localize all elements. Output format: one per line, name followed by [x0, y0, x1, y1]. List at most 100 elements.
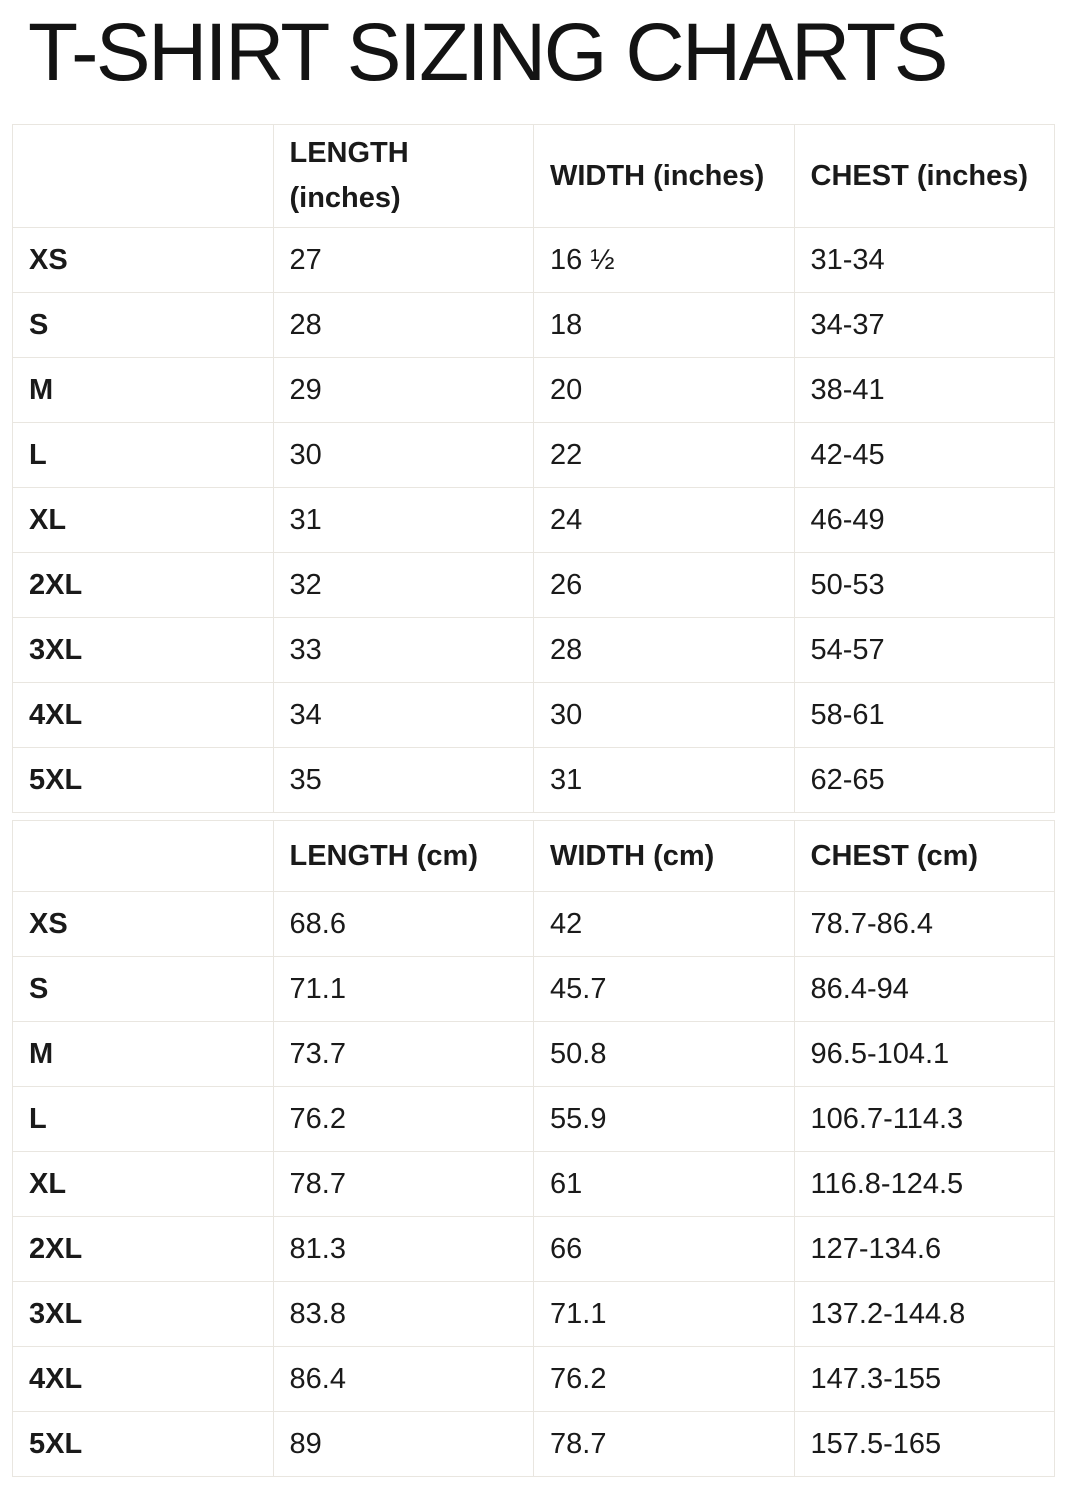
table-row: S 71.1 45.7 86.4-94	[12, 956, 1055, 1022]
size-label: 2XL	[12, 1216, 274, 1282]
length-value: 31	[272, 487, 534, 553]
length-value: 81.3	[272, 1216, 534, 1282]
table-row: XS 68.6 42 78.7-86.4	[12, 891, 1055, 957]
chest-value: 58-61	[793, 682, 1055, 748]
chest-value: 137.2-144.8	[793, 1281, 1055, 1347]
length-value: 33	[272, 617, 534, 683]
size-label: L	[12, 1086, 274, 1152]
chest-value: 78.7-86.4	[793, 891, 1055, 957]
size-label: M	[12, 1021, 274, 1087]
table-row: 5XL 89 78.7 157.5-165	[12, 1411, 1055, 1477]
size-label: S	[12, 956, 274, 1022]
column-header-length-cm: LENGTH (cm)	[272, 820, 534, 892]
chest-value: 96.5-104.1	[793, 1021, 1055, 1087]
chest-value: 31-34	[793, 227, 1055, 293]
width-value: 50.8	[533, 1021, 795, 1087]
size-label: L	[12, 422, 274, 488]
chest-value: 50-53	[793, 552, 1055, 618]
width-value: 22	[533, 422, 795, 488]
column-header-width-inches: WIDTH (inches)	[533, 124, 795, 228]
width-value: 24	[533, 487, 795, 553]
width-value: 45.7	[533, 956, 795, 1022]
table-row: 2XL 32 26 50-53	[12, 552, 1055, 618]
corner-cell	[12, 124, 274, 228]
chest-value: 147.3-155	[793, 1346, 1055, 1412]
width-value: 28	[533, 617, 795, 683]
width-value: 30	[533, 682, 795, 748]
width-value: 26	[533, 552, 795, 618]
table-row: XS 27 16 ½ 31-34	[12, 227, 1055, 293]
size-label: 3XL	[12, 617, 274, 683]
size-label: 5XL	[12, 747, 274, 813]
page-title: T-SHIRT SIZING CHARTS	[28, 7, 948, 98]
length-value: 32	[272, 552, 534, 618]
size-label: 5XL	[12, 1411, 274, 1477]
width-value: 78.7	[533, 1411, 795, 1477]
table-row: L 76.2 55.9 106.7-114.3	[12, 1086, 1055, 1152]
table-row: 2XL 81.3 66 127-134.6	[12, 1216, 1055, 1282]
size-label: 3XL	[12, 1281, 274, 1347]
size-label: 4XL	[12, 682, 274, 748]
table-row: XL 78.7 61 116.8-124.5	[12, 1151, 1055, 1217]
width-value: 71.1	[533, 1281, 795, 1347]
length-value: 73.7	[272, 1021, 534, 1087]
width-value: 42	[533, 891, 795, 957]
table-row: M 73.7 50.8 96.5-104.1	[12, 1021, 1055, 1087]
header-row: LENGTH (cm) WIDTH (cm) CHEST (cm)	[12, 820, 1055, 892]
table-row: 5XL 35 31 62-65	[12, 747, 1055, 813]
length-value: 68.6	[272, 891, 534, 957]
sizing-table-inches: LENGTH (inches) WIDTH (inches) CHEST (in…	[12, 124, 1055, 813]
chest-value: 86.4-94	[793, 956, 1055, 1022]
length-value: 78.7	[272, 1151, 534, 1217]
header-row: LENGTH (inches) WIDTH (inches) CHEST (in…	[12, 124, 1055, 228]
table-row: M 29 20 38-41	[12, 357, 1055, 423]
table-row: XL 31 24 46-49	[12, 487, 1055, 553]
length-value: 89	[272, 1411, 534, 1477]
chest-value: 54-57	[793, 617, 1055, 683]
width-value: 16 ½	[533, 227, 795, 293]
length-value: 28	[272, 292, 534, 358]
length-value: 71.1	[272, 956, 534, 1022]
size-label: 2XL	[12, 552, 274, 618]
chest-value: 38-41	[793, 357, 1055, 423]
chest-value: 127-134.6	[793, 1216, 1055, 1282]
column-header-length-inches: LENGTH (inches)	[272, 124, 534, 228]
chest-value: 34-37	[793, 292, 1055, 358]
width-value: 31	[533, 747, 795, 813]
length-value: 34	[272, 682, 534, 748]
column-header-chest-inches: CHEST (inches)	[793, 124, 1055, 228]
table-row: 3XL 83.8 71.1 137.2-144.8	[12, 1281, 1055, 1347]
width-value: 20	[533, 357, 795, 423]
length-value: 27	[272, 227, 534, 293]
table-row: L 30 22 42-45	[12, 422, 1055, 488]
column-header-chest-cm: CHEST (cm)	[793, 820, 1055, 892]
size-label: XS	[12, 227, 274, 293]
size-label: XL	[12, 487, 274, 553]
width-value: 61	[533, 1151, 795, 1217]
size-label: M	[12, 357, 274, 423]
chest-value: 42-45	[793, 422, 1055, 488]
length-value: 29	[272, 357, 534, 423]
length-value: 83.8	[272, 1281, 534, 1347]
width-value: 55.9	[533, 1086, 795, 1152]
table-row: 4XL 86.4 76.2 147.3-155	[12, 1346, 1055, 1412]
width-value: 66	[533, 1216, 795, 1282]
length-value: 76.2	[272, 1086, 534, 1152]
chest-value: 62-65	[793, 747, 1055, 813]
size-label: 4XL	[12, 1346, 274, 1412]
width-value: 18	[533, 292, 795, 358]
table-row: 4XL 34 30 58-61	[12, 682, 1055, 748]
size-label: XS	[12, 891, 274, 957]
chest-value: 106.7-114.3	[793, 1086, 1055, 1152]
sizing-table-cm: LENGTH (cm) WIDTH (cm) CHEST (cm) XS 68.…	[12, 820, 1055, 1477]
size-label: XL	[12, 1151, 274, 1217]
width-value: 76.2	[533, 1346, 795, 1412]
corner-cell	[12, 820, 274, 892]
length-value: 86.4	[272, 1346, 534, 1412]
chest-value: 46-49	[793, 487, 1055, 553]
table-row: 3XL 33 28 54-57	[12, 617, 1055, 683]
chest-value: 157.5-165	[793, 1411, 1055, 1477]
chest-value: 116.8-124.5	[793, 1151, 1055, 1217]
length-value: 35	[272, 747, 534, 813]
